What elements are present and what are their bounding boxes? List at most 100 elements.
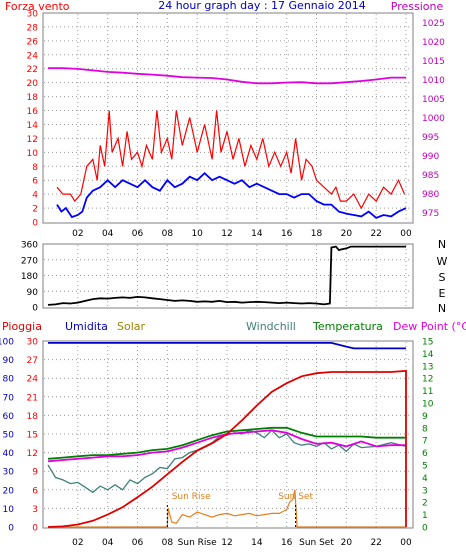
wind-y-tick-label: 24 <box>27 51 39 61</box>
wind-y-tick-label: 26 <box>27 37 39 47</box>
rain-y-tick-label: 18 <box>27 412 39 422</box>
pressure-y-tick-label: 1010 <box>422 76 445 86</box>
rain-y-tick-label: 3 <box>32 505 38 515</box>
rain-y-tick-label: 27 <box>27 356 38 366</box>
dewpoint-y-tick-label: 2 <box>422 499 428 509</box>
dewpoint-y-tick-label: 6 <box>422 449 428 459</box>
wind-y-tick-label: 6 <box>32 177 38 187</box>
humidity-y-tick-label: 20 <box>3 486 15 496</box>
wind-y-tick-label: 30 <box>27 10 39 20</box>
wind-y-tick-label: 14 <box>27 121 39 131</box>
humidity-y-tick-label: 0 <box>8 524 14 534</box>
wind-y-tick-label: 4 <box>32 191 38 201</box>
rain-y-tick-label: 9 <box>32 468 38 478</box>
compass-label: N <box>438 302 446 315</box>
pressure-y-tick-label: 1005 <box>422 95 445 105</box>
humidity-y-tick-label: 30 <box>3 468 15 478</box>
wind-y-tick-label: 16 <box>27 107 39 117</box>
humidity-y-tick-label: 60 <box>3 412 15 422</box>
sun-rise-annotation: Sun Rise <box>172 492 211 502</box>
direction-y-tick-label: 270 <box>21 256 38 266</box>
rain-y-tick-label: 6 <box>32 486 38 496</box>
pressure-y-tick-label: 995 <box>422 133 439 143</box>
series-temperatura <box>47 426 406 460</box>
pressure-y-tick-label: 1025 <box>422 19 445 29</box>
humidity-axis-title: Umidita <box>65 320 108 333</box>
wind-y-tick-label: 20 <box>27 79 39 89</box>
wind-y-tick-label: 28 <box>27 23 39 33</box>
compass-label: E <box>439 287 446 300</box>
wind-pressure-x-tick-label: 18 <box>311 229 323 239</box>
pressure-y-tick-label: 1015 <box>422 57 445 67</box>
dewpoint-y-tick-label: 1 <box>422 511 428 521</box>
humidity-y-tick-label: 50 <box>3 431 15 441</box>
dewpoint-y-tick-label: 9 <box>422 412 428 422</box>
humidity-y-tick-label: 80 <box>3 375 15 385</box>
temperature-x-tick-label: 14 <box>251 538 263 548</box>
dewpoint-y-tick-label: 7 <box>422 437 428 447</box>
wind-pressure-x-tick-label: 14 <box>251 229 263 239</box>
dewpoint-y-tick-label: 0 <box>422 524 428 534</box>
direction-y-tick-label: 180 <box>21 272 38 282</box>
pressure-y-tick-label: 1000 <box>422 114 445 124</box>
humidity-y-tick-label: 40 <box>3 449 15 459</box>
direction-y-tick-label: 0 <box>32 304 38 314</box>
temperature-x-tick-label: 08 <box>162 538 174 548</box>
pressure-y-tick-label: 990 <box>422 152 439 162</box>
dewpoint-y-tick-label: 11 <box>422 387 433 397</box>
series-gust <box>56 110 406 210</box>
humidity-y-tick-label: 10 <box>3 505 15 515</box>
wind-y-tick-label: 10 <box>27 149 39 159</box>
dewpoint-axis-title: Dew Point (°C) <box>393 320 466 333</box>
direction-y-tick-label: 360 <box>21 241 38 251</box>
dewpoint-y-tick-label: 8 <box>422 424 428 434</box>
wind-pressure-x-tick-label: 16 <box>281 229 293 239</box>
solar-legend: Solar <box>117 320 146 333</box>
dewpoint-y-tick-label: 5 <box>422 462 428 472</box>
rain-y-tick-label: 24 <box>27 375 39 385</box>
temperature-x-tick-label: 12 <box>221 538 232 548</box>
humidity-y-tick-label: 100 <box>0 338 14 348</box>
wind-pressure-x-tick-label: 22 <box>370 229 381 239</box>
wind-pressure-x-tick-label: 20 <box>341 229 353 239</box>
wind-pressure-x-tick-label: 12 <box>221 229 232 239</box>
dewpoint-y-tick-label: 15 <box>422 338 433 348</box>
series-windchill <box>47 429 407 494</box>
series-umidita <box>48 342 406 350</box>
dewpoint-y-tick-label: 10 <box>422 400 434 410</box>
wind-pressure-x-tick-label: 06 <box>132 229 144 239</box>
temperature-x-tick-label: 04 <box>102 538 114 548</box>
direction-y-tick-label: 90 <box>27 288 39 298</box>
wind-pressure-x-tick-label: 00 <box>400 229 412 239</box>
wind-y-tick-label: 18 <box>27 93 39 103</box>
series-pioggia <box>47 369 407 528</box>
wind-y-tick-label: 22 <box>27 65 38 75</box>
temperature-x-tick-label: 22 <box>370 538 381 548</box>
temperature-x-tick-label: 20 <box>341 538 353 548</box>
wind-axis-title: Forza vento <box>5 0 70 13</box>
humidity-y-tick-label: 90 <box>3 356 15 366</box>
series-direction <box>47 245 406 306</box>
wind-pressure-plot-area <box>42 12 414 224</box>
wind-pressure-x-tick-label: 04 <box>102 229 114 239</box>
wind-y-tick-label: 8 <box>32 163 38 173</box>
rain-y-tick-label: 21 <box>27 393 38 403</box>
wind-y-tick-label: 0 <box>32 219 38 229</box>
series-wind-average <box>56 171 407 219</box>
temperature-legend: Temperatura <box>312 320 383 333</box>
pressure-y-tick-label: 975 <box>422 209 439 219</box>
dewpoint-y-tick-label: 4 <box>422 474 428 484</box>
temperature-x-tick-label: 16 <box>281 538 293 548</box>
pressure-y-tick-label: 980 <box>422 190 439 200</box>
wind-pressure-x-tick-label: 02 <box>72 229 83 239</box>
pressure-y-tick-label: 985 <box>422 171 439 181</box>
rain-y-tick-label: 15 <box>27 431 38 441</box>
wind-y-tick-label: 2 <box>32 205 38 215</box>
temperature-x-tick-label: Sun Rise <box>178 538 217 548</box>
pressure-y-tick-label: 1020 <box>422 38 445 48</box>
temperature-x-tick-label: 02 <box>72 538 83 548</box>
dewpoint-y-tick-label: 12 <box>422 375 433 385</box>
compass-label: S <box>439 271 446 284</box>
temperature-x-tick-label: Sun Set <box>299 538 334 548</box>
